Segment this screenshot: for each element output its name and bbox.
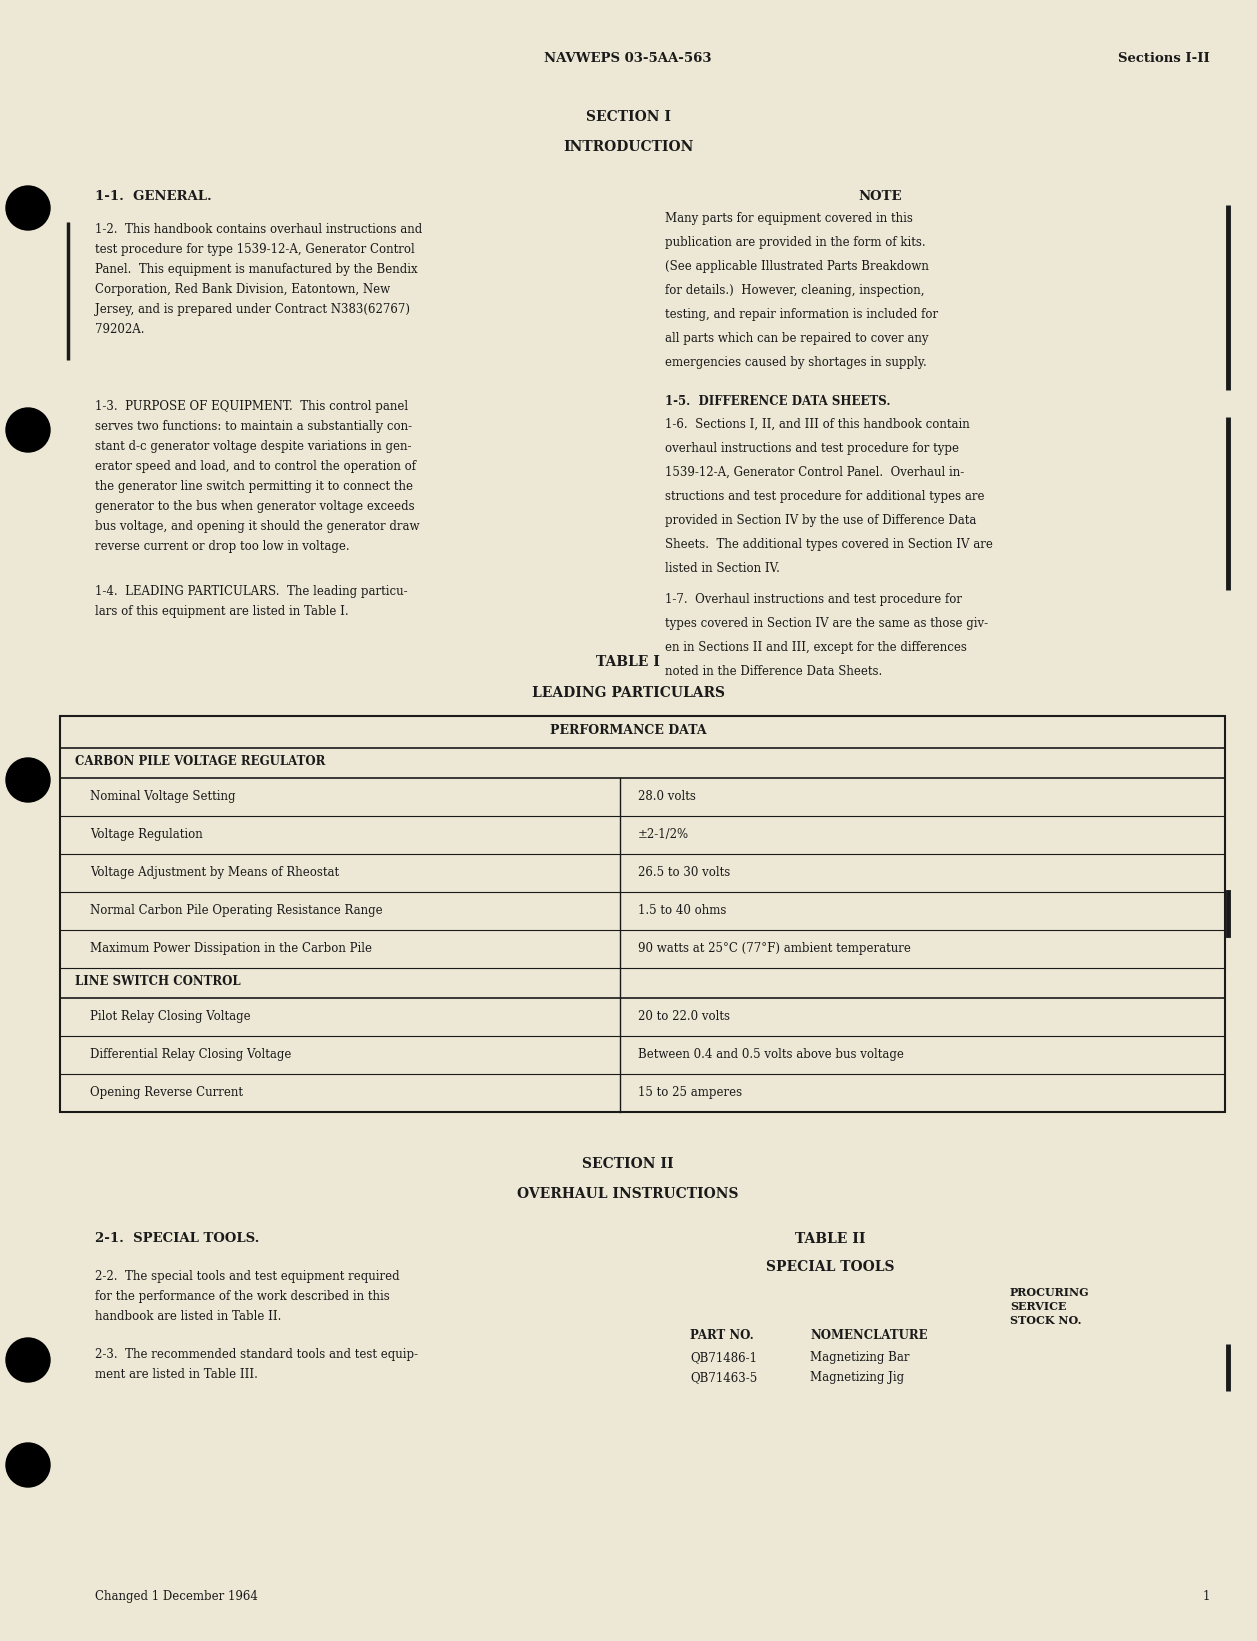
Text: listed in Section IV.: listed in Section IV. (665, 561, 779, 574)
Text: stant d-c generator voltage despite variations in gen-: stant d-c generator voltage despite vari… (96, 440, 411, 453)
Text: Differential Relay Closing Voltage: Differential Relay Closing Voltage (91, 1049, 292, 1062)
Text: Changed 1 December 1964: Changed 1 December 1964 (96, 1590, 258, 1603)
Text: 20 to 22.0 volts: 20 to 22.0 volts (639, 1009, 730, 1022)
Circle shape (6, 409, 50, 451)
Text: ±2-1/2%: ±2-1/2% (639, 829, 689, 840)
Text: reverse current or drop too low in voltage.: reverse current or drop too low in volta… (96, 540, 349, 553)
Text: 1-4.  LEADING PARTICULARS.  The leading particu-: 1-4. LEADING PARTICULARS. The leading pa… (96, 584, 407, 597)
Text: 2-1.  SPECIAL TOOLS.: 2-1. SPECIAL TOOLS. (96, 1232, 259, 1246)
Text: ment are listed in Table III.: ment are listed in Table III. (96, 1369, 258, 1382)
Text: 1: 1 (1203, 1590, 1210, 1603)
Text: 2-3.  The recommended standard tools and test equip-: 2-3. The recommended standard tools and … (96, 1347, 419, 1360)
Text: NAVWEPS 03-5AA-563: NAVWEPS 03-5AA-563 (544, 53, 711, 66)
Text: SERVICE: SERVICE (1011, 1301, 1066, 1313)
Text: for details.)  However, cleaning, inspection,: for details.) However, cleaning, inspect… (665, 284, 924, 297)
Text: NOTE: NOTE (859, 190, 901, 203)
Text: provided in Section IV by the use of Difference Data: provided in Section IV by the use of Dif… (665, 514, 977, 527)
Text: 1-2.  This handbook contains overhaul instructions and: 1-2. This handbook contains overhaul ins… (96, 223, 422, 236)
Text: (See applicable Illustrated Parts Breakdown: (See applicable Illustrated Parts Breakd… (665, 259, 929, 272)
Text: NOMENCLATURE: NOMENCLATURE (810, 1329, 928, 1342)
Text: 26.5 to 30 volts: 26.5 to 30 volts (639, 866, 730, 880)
Text: Normal Carbon Pile Operating Resistance Range: Normal Carbon Pile Operating Resistance … (91, 904, 382, 917)
Circle shape (6, 758, 50, 802)
Text: en in Sections II and III, except for the differences: en in Sections II and III, except for th… (665, 642, 967, 655)
Text: Opening Reverse Current: Opening Reverse Current (91, 1086, 243, 1099)
Text: TABLE II: TABLE II (794, 1232, 865, 1246)
Text: structions and test procedure for additional types are: structions and test procedure for additi… (665, 491, 984, 504)
Text: Voltage Regulation: Voltage Regulation (91, 829, 202, 840)
Text: SECTION I: SECTION I (586, 110, 670, 125)
Text: OVERHAUL INSTRUCTIONS: OVERHAUL INSTRUCTIONS (517, 1186, 739, 1201)
Text: TABLE I: TABLE I (596, 655, 660, 670)
Text: bus voltage, and opening it should the generator draw: bus voltage, and opening it should the g… (96, 520, 420, 533)
Text: QB71463-5: QB71463-5 (690, 1370, 757, 1383)
Text: 1539-12-A, Generator Control Panel.  Overhaul in-: 1539-12-A, Generator Control Panel. Over… (665, 466, 964, 479)
Text: LINE SWITCH CONTROL: LINE SWITCH CONTROL (75, 975, 240, 988)
Text: Sections I-II: Sections I-II (1119, 53, 1210, 66)
Text: testing, and repair information is included for: testing, and repair information is inclu… (665, 309, 938, 322)
Text: 28.0 volts: 28.0 volts (639, 789, 696, 802)
Text: 1-7.  Overhaul instructions and test procedure for: 1-7. Overhaul instructions and test proc… (665, 592, 962, 606)
Text: test procedure for type 1539-12-A, Generator Control: test procedure for type 1539-12-A, Gener… (96, 243, 415, 256)
Text: 79202A.: 79202A. (96, 323, 145, 336)
Text: lars of this equipment are listed in Table I.: lars of this equipment are listed in Tab… (96, 606, 348, 619)
Text: Pilot Relay Closing Voltage: Pilot Relay Closing Voltage (91, 1009, 250, 1022)
Text: 1-6.  Sections I, II, and III of this handbook contain: 1-6. Sections I, II, and III of this han… (665, 418, 969, 432)
Text: PART NO.: PART NO. (690, 1329, 754, 1342)
Text: Magnetizing Bar: Magnetizing Bar (810, 1351, 910, 1364)
Text: CARBON PILE VOLTAGE REGULATOR: CARBON PILE VOLTAGE REGULATOR (75, 755, 326, 768)
Text: Nominal Voltage Setting: Nominal Voltage Setting (91, 789, 235, 802)
Text: Sheets.  The additional types covered in Section IV are: Sheets. The additional types covered in … (665, 538, 993, 551)
Text: QB71486-1: QB71486-1 (690, 1351, 757, 1364)
Text: Corporation, Red Bank Division, Eatontown, New: Corporation, Red Bank Division, Eatontow… (96, 282, 390, 295)
Text: emergencies caused by shortages in supply.: emergencies caused by shortages in suppl… (665, 356, 926, 369)
Text: for the performance of the work described in this: for the performance of the work describe… (96, 1290, 390, 1303)
Text: overhaul instructions and test procedure for type: overhaul instructions and test procedure… (665, 441, 959, 455)
Text: Many parts for equipment covered in this: Many parts for equipment covered in this (665, 212, 913, 225)
Text: Voltage Adjustment by Means of Rheostat: Voltage Adjustment by Means of Rheostat (91, 866, 339, 880)
Text: the generator line switch permitting it to connect the: the generator line switch permitting it … (96, 481, 414, 492)
Text: 1-5.  DIFFERENCE DATA SHEETS.: 1-5. DIFFERENCE DATA SHEETS. (665, 395, 890, 409)
Text: INTRODUCTION: INTRODUCTION (563, 139, 693, 154)
Text: noted in the Difference Data Sheets.: noted in the Difference Data Sheets. (665, 665, 882, 678)
Bar (60, 715, 1226, 1113)
Text: 1-1.  GENERAL.: 1-1. GENERAL. (96, 190, 211, 203)
Text: SPECIAL TOOLS: SPECIAL TOOLS (766, 1260, 894, 1273)
Text: 15 to 25 amperes: 15 to 25 amperes (639, 1086, 742, 1099)
Text: 90 watts at 25°C (77°F) ambient temperature: 90 watts at 25°C (77°F) ambient temperat… (639, 942, 911, 955)
Circle shape (6, 1442, 50, 1487)
Text: 2-2.  The special tools and test equipment required: 2-2. The special tools and test equipmen… (96, 1270, 400, 1283)
Text: PROCURING: PROCURING (1011, 1287, 1090, 1298)
Text: PERFORMANCE DATA: PERFORMANCE DATA (549, 724, 706, 737)
Text: Jersey, and is prepared under Contract N383(62767): Jersey, and is prepared under Contract N… (96, 304, 410, 317)
Text: generator to the bus when generator voltage exceeds: generator to the bus when generator volt… (96, 501, 415, 514)
Text: SECTION II: SECTION II (582, 1157, 674, 1172)
Text: Between 0.4 and 0.5 volts above bus voltage: Between 0.4 and 0.5 volts above bus volt… (639, 1049, 904, 1062)
Text: 1-3.  PURPOSE OF EQUIPMENT.  This control panel: 1-3. PURPOSE OF EQUIPMENT. This control … (96, 400, 409, 414)
Text: Panel.  This equipment is manufactured by the Bendix: Panel. This equipment is manufactured by… (96, 263, 417, 276)
Text: types covered in Section IV are the same as those giv-: types covered in Section IV are the same… (665, 617, 988, 630)
Text: all parts which can be repaired to cover any: all parts which can be repaired to cover… (665, 331, 929, 345)
Text: erator speed and load, and to control the operation of: erator speed and load, and to control th… (96, 459, 416, 473)
Circle shape (6, 1337, 50, 1382)
Text: LEADING PARTICULARS: LEADING PARTICULARS (532, 686, 724, 701)
Circle shape (6, 185, 50, 230)
Text: handbook are listed in Table II.: handbook are listed in Table II. (96, 1310, 282, 1323)
Text: publication are provided in the form of kits.: publication are provided in the form of … (665, 236, 925, 249)
Text: STOCK NO.: STOCK NO. (1011, 1314, 1081, 1326)
Text: Maximum Power Dissipation in the Carbon Pile: Maximum Power Dissipation in the Carbon … (91, 942, 372, 955)
Text: Magnetizing Jig: Magnetizing Jig (810, 1370, 904, 1383)
Text: serves two functions: to maintain a substantially con-: serves two functions: to maintain a subs… (96, 420, 412, 433)
Text: 1.5 to 40 ohms: 1.5 to 40 ohms (639, 904, 727, 917)
